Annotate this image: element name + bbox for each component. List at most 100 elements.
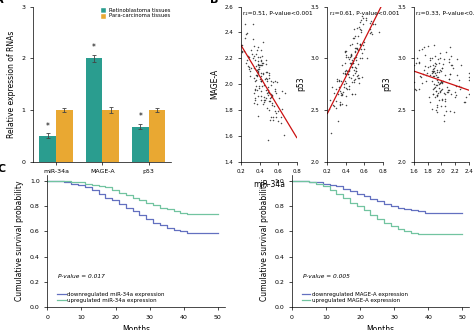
Point (356, 42, 364, 47)
Point (433, 93, 441, 98)
Text: *: * (138, 113, 142, 121)
Point (268, 100, 276, 105)
Point (416, 59, 423, 64)
Point (438, 97, 446, 102)
Point (275, 95, 283, 100)
Point (257, 89, 264, 94)
Point (250, 36, 257, 41)
Point (264, 89, 272, 95)
Text: C: C (0, 164, 6, 174)
Point (251, 57, 259, 62)
Point (422, 78, 430, 83)
Point (257, 74, 264, 79)
Point (250, 53, 258, 58)
Point (359, 43, 367, 48)
Point (261, 76, 269, 81)
Point (341, 71, 349, 77)
Point (244, 57, 251, 63)
Point (339, 89, 347, 95)
Point (271, 79, 279, 84)
X-axis label: Months: Months (366, 325, 395, 330)
Point (430, 43, 438, 48)
Point (426, 100, 434, 105)
Point (251, 91, 258, 96)
Point (258, 61, 266, 66)
Point (356, 42, 364, 47)
Point (446, 108, 454, 114)
Point (348, 65, 356, 70)
Point (454, 56, 461, 61)
Point (448, 62, 456, 68)
Point (416, 73, 424, 79)
Point (433, 75, 441, 80)
Point (272, 114, 280, 119)
Point (342, 61, 349, 66)
Point (420, 44, 428, 50)
Point (366, 26, 374, 31)
Point (346, 51, 354, 57)
Point (336, 79, 343, 84)
Y-axis label: MAGE-A: MAGE-A (210, 69, 219, 99)
Point (263, 79, 271, 84)
Point (433, 109, 441, 115)
Point (356, 19, 364, 25)
Point (413, 88, 420, 93)
Point (457, 62, 465, 68)
Point (441, 104, 449, 109)
Point (252, 67, 260, 72)
Point (440, 91, 448, 96)
Point (343, 67, 350, 72)
Point (415, 61, 422, 66)
Point (343, 93, 350, 99)
Point (359, 21, 367, 27)
Legend: downregulated MAGE-A expression, upregulated MAGE-A expression: downregulated MAGE-A expression, upregul… (302, 292, 408, 303)
Point (254, 70, 262, 75)
Text: P-value = 0.017: P-value = 0.017 (58, 274, 105, 279)
Point (375, 29, 383, 35)
Point (257, 63, 264, 68)
Point (253, 73, 261, 79)
Point (435, 74, 442, 79)
Point (333, 78, 340, 83)
Point (252, 77, 259, 82)
Point (444, 89, 452, 95)
Point (267, 94, 275, 100)
Point (433, 92, 440, 98)
Point (262, 70, 270, 75)
Point (260, 70, 267, 75)
Point (258, 78, 265, 83)
Point (238, 43, 246, 48)
Point (429, 86, 437, 92)
Point (347, 54, 355, 59)
Point (343, 81, 350, 86)
Point (443, 90, 450, 95)
Point (329, 102, 337, 108)
Point (327, 97, 334, 103)
Point (436, 81, 444, 86)
Point (342, 68, 349, 73)
Point (422, 72, 430, 78)
Point (264, 87, 272, 93)
Point (435, 86, 443, 91)
Point (410, 80, 418, 85)
X-axis label: miR-34a: miR-34a (253, 180, 285, 189)
Point (260, 82, 268, 88)
Legend: downregulated miR-34a expression, upregulated miR-34a expression: downregulated miR-34a expression, upregu… (57, 292, 165, 303)
Point (255, 66, 262, 72)
Point (445, 57, 453, 62)
Point (346, 64, 354, 70)
Point (254, 101, 261, 107)
Point (429, 68, 437, 74)
Point (432, 108, 440, 113)
Point (338, 101, 346, 106)
Point (248, 51, 256, 57)
Point (357, 27, 365, 32)
Point (456, 86, 464, 92)
Point (351, 76, 359, 82)
Point (338, 92, 346, 98)
Point (334, 118, 342, 124)
Point (410, 62, 418, 68)
Point (412, 60, 419, 66)
Point (251, 88, 259, 93)
Point (267, 115, 274, 120)
